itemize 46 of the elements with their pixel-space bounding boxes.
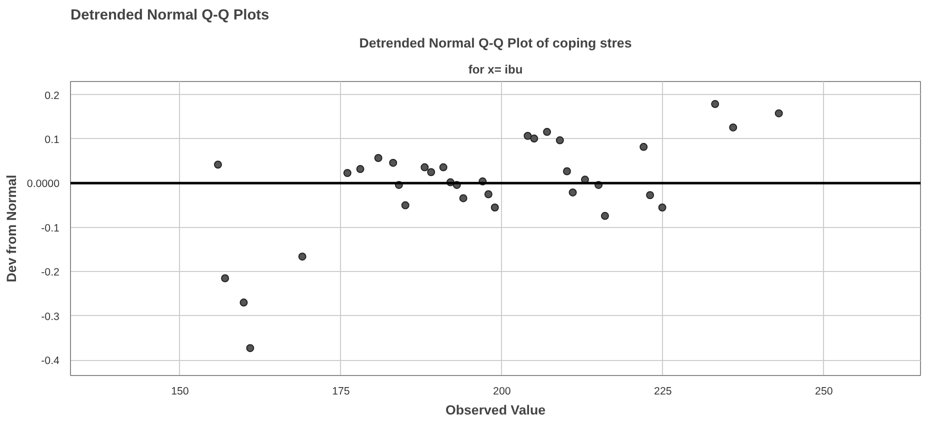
x-tick-label: 250 [815,386,833,398]
point [490,204,499,212]
point [240,298,248,307]
point [420,163,429,172]
point [729,123,738,132]
y-axis-title: Dev from Normal [4,174,19,282]
point [459,194,468,202]
point [658,204,666,212]
point [439,163,448,172]
point [600,212,609,220]
point [556,136,564,144]
y-tick-label: 0.0000 [26,178,60,190]
y-tick-label: -0.1 [41,222,60,234]
point [298,252,306,261]
point [640,142,648,151]
x-tick-label: 200 [493,386,511,398]
x-tick-label: 150 [171,386,189,398]
point [246,344,254,352]
point [343,169,352,178]
point [562,167,571,176]
y-tick-label: -0.2 [41,266,60,279]
y-tick-label: -0.4 [41,355,60,368]
y-tick-label: -0.3 [41,310,60,323]
point [646,191,654,200]
chart-title: Detrended Normal Q-Q Plot of coping stres [359,36,632,50]
point [711,100,720,108]
x-tick-label: 225 [654,386,672,398]
chart-subtitle: for x= ibu [468,62,523,76]
point [389,158,398,167]
y-tick-label: 0.2 [44,90,60,102]
point [427,168,436,176]
point [543,128,552,136]
point [356,165,364,174]
point [401,201,410,210]
text: Detrended Normal Q-Q Plots [70,8,270,24]
point [530,134,538,143]
point [214,160,222,169]
point [374,154,382,162]
x-tick-label: 175 [332,386,350,398]
point [568,188,577,196]
y-tick-label: 0.1 [44,134,60,146]
point [221,274,230,282]
point [524,132,532,140]
x-axis-title: Observed Value [445,402,546,418]
point [774,109,783,118]
point [484,190,492,198]
